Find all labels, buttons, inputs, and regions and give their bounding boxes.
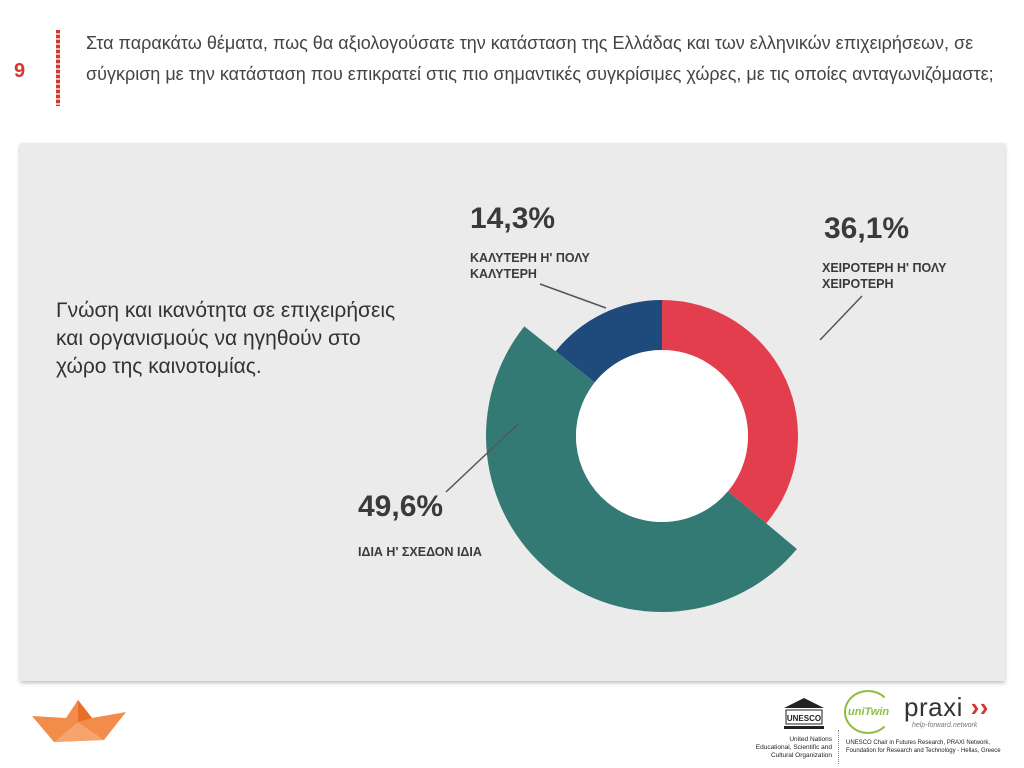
- data-label-category: ΚΑΛΥΤΕΡΗ: [470, 267, 537, 281]
- data-label-percent: 49,6%: [358, 490, 443, 523]
- donut-slice: [555, 300, 662, 383]
- leader-line: [819, 295, 863, 341]
- praxi-tagline: help-forward.network: [912, 722, 978, 729]
- donut-hole: [576, 350, 748, 522]
- unesco-temple-icon: UNESCO: [784, 698, 824, 729]
- data-label-percent: 36,1%: [824, 212, 909, 245]
- paper-boat-icon: [32, 700, 126, 742]
- survey-question: Στα παρακάτω θέματα, πως θα αξιολογούσατ…: [86, 33, 994, 84]
- leader-line: [539, 283, 607, 309]
- leader-line: [445, 423, 519, 493]
- data-label-percent: 14,3%: [470, 202, 555, 235]
- data-label-category: ΧΕΙΡΟΤΕΡΗ: [822, 277, 894, 291]
- footer-divider: [838, 730, 840, 764]
- slide-number: 9: [14, 60, 26, 82]
- unitwin-logo: uniTwin: [848, 706, 890, 718]
- svg-text:UNESCO: UNESCO: [787, 714, 821, 723]
- praxi-logo: praxi ››: [904, 692, 989, 722]
- donut-slice: [662, 300, 798, 524]
- footer-logos: UNESCO United Nations Educational, Scien…: [700, 690, 1020, 765]
- unitwin-ring-icon: [844, 690, 892, 734]
- donut-slice: [485, 326, 797, 613]
- chart-topic: Γνώση και ικανότητα σε επιχειρήσεις και …: [56, 299, 396, 378]
- data-label-category: ΧΕΙΡΟΤΕΡΗ Η' ΠΟΛΥ: [822, 261, 947, 275]
- slide-number-bar: [56, 30, 60, 106]
- unesco-caption: United Nations Educational, Scientific a…: [755, 736, 832, 759]
- data-label-category: ΙΔΙΑ Η' ΣΧΕΔΟΝ ΙΔΙΑ: [358, 545, 482, 559]
- unesco-chair-caption: UNESCO Chair in Futures Research, PRAXI …: [846, 740, 1001, 754]
- data-label-category: ΚΑΛΥΤΕΡΗ Η' ΠΟΛΥ: [470, 251, 590, 265]
